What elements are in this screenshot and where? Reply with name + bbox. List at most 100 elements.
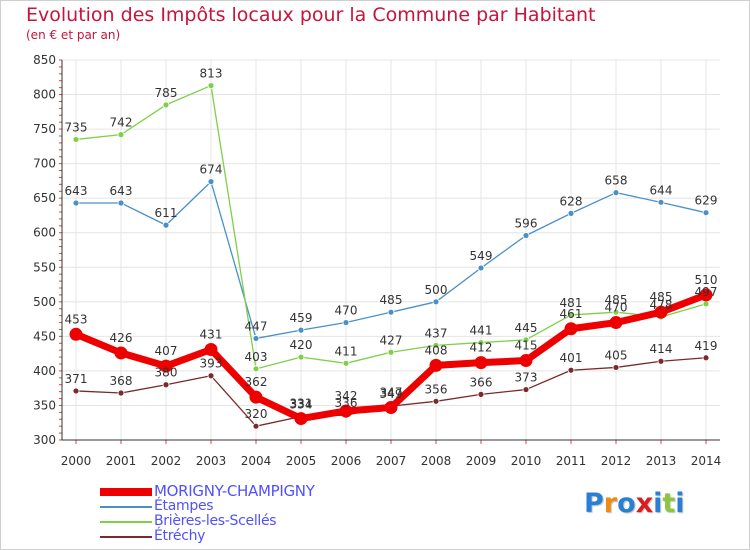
data-label-etampes-2004: 447 [245, 319, 268, 333]
data-point-morigny-champigny-2008 [429, 358, 443, 372]
data-label-etampes-2007: 485 [380, 293, 403, 307]
data-point-etampes-2011 [567, 209, 575, 217]
data-label-etrechy-2012: 405 [605, 348, 628, 362]
data-point-etrechy-2004 [252, 422, 260, 430]
data-point-etampes-2001 [117, 199, 125, 207]
y-tick-label-350: 350 [33, 398, 56, 412]
data-point-brieres-les-scelles-2010 [522, 336, 530, 344]
series-group [69, 82, 713, 430]
y-tick-label-850: 850 [33, 53, 56, 67]
data-label-etrechy-2007: 349 [380, 387, 403, 401]
data-label-morigny-champigny-2001: 426 [110, 331, 133, 345]
data-point-brieres-les-scelles-2001 [117, 131, 125, 139]
data-label-morigny-champigny-2000: 453 [65, 312, 88, 326]
x-tick-label-2005: 2005 [286, 454, 317, 468]
y-tick-label-300: 300 [33, 433, 56, 447]
data-label-etrechy-2004: 320 [245, 407, 268, 421]
data-point-morigny-champigny-2012 [609, 316, 623, 330]
data-point-brieres-les-scelles-2006 [342, 359, 350, 367]
data-label-morigny-champigny-2012: 470 [605, 301, 628, 315]
data-label-brieres-les-scelles-2007: 427 [380, 333, 403, 347]
data-label-brieres-les-scelles-2013: 478 [650, 298, 673, 312]
data-point-morigny-champigny-2009 [474, 356, 488, 370]
data-point-morigny-champigny-2011 [564, 322, 578, 336]
data-point-etrechy-2003 [207, 372, 215, 380]
data-point-etrechy-2000 [72, 387, 80, 395]
logo-letter: r [603, 488, 618, 519]
data-label-brieres-les-scelles-2000: 735 [65, 120, 88, 134]
data-label-brieres-les-scelles-2005: 420 [290, 338, 313, 352]
data-point-brieres-les-scelles-2014 [702, 300, 710, 308]
data-point-etampes-2008 [432, 298, 440, 306]
data-point-etampes-2012 [612, 189, 620, 197]
data-point-morigny-champigny-2013 [654, 305, 668, 319]
data-label-etrechy-2006: 336 [335, 396, 358, 410]
legend-label-morigny-champigny: MORIGNY-CHAMPIGNY [154, 482, 315, 500]
data-point-brieres-les-scelles-2004 [252, 365, 260, 373]
data-point-etrechy-2009 [477, 390, 485, 398]
grid [62, 59, 720, 441]
data-point-brieres-les-scelles-2007 [387, 348, 395, 356]
data-label-etrechy-2000: 371 [65, 372, 88, 386]
data-point-etampes-2005 [297, 326, 305, 334]
x-tick-label-2003: 2003 [196, 454, 227, 468]
data-label-etrechy-2011: 401 [560, 351, 583, 365]
data-label-etampes-2013: 644 [650, 183, 673, 197]
data-label-brieres-les-scelles-2004: 403 [245, 350, 268, 364]
x-axis-ticks: 2000 2001 2002 2003 2004 2005 2006 2007 2008 2009… [61, 454, 722, 468]
logo-letter: i [653, 488, 663, 519]
data-label-etrechy-2014: 419 [695, 339, 718, 353]
x-tick-label-2007: 2007 [376, 454, 407, 468]
data-label-etrechy-2001: 368 [110, 374, 133, 388]
legend-swatch-morigny-champigny [100, 488, 152, 496]
data-label-etampes-2011: 628 [560, 194, 583, 208]
x-tick-label-2002: 2002 [151, 454, 182, 468]
data-label-morigny-champigny-2005: 331 [290, 397, 313, 411]
data-label-etrechy-2010: 373 [515, 371, 538, 385]
data-label-morigny-champigny-2010: 415 [515, 339, 538, 353]
y-tick-label-700: 700 [33, 157, 56, 171]
data-label-etampes-2002: 611 [155, 206, 178, 220]
data-label-etampes-2008: 500 [425, 283, 448, 297]
logo-letter: t [662, 488, 676, 519]
x-tick-label-2008: 2008 [421, 454, 452, 468]
x-tick-label-2014: 2014 [691, 454, 722, 468]
data-point-etrechy-2001 [117, 389, 125, 397]
data-label-etrechy-2013: 414 [650, 342, 673, 356]
legend-swatch-brieres-les-scelles [100, 521, 152, 523]
data-label-brieres-les-scelles-2009: 441 [470, 324, 493, 338]
data-label-etrechy-2002: 380 [155, 366, 178, 380]
x-tick-label-2009: 2009 [466, 454, 497, 468]
data-label-etampes-2010: 596 [515, 216, 538, 230]
legend-label-etrechy: Étréchy [154, 528, 206, 544]
data-label-etampes-2001: 643 [110, 184, 133, 198]
data-point-morigny-champigny-2010 [519, 354, 533, 368]
data-point-brieres-les-scelles-2011 [567, 311, 575, 319]
data-point-etrechy-2013 [657, 357, 665, 365]
data-label-etrechy-2009: 366 [470, 375, 493, 389]
data-label-morigny-champigny-2013: 485 [650, 290, 673, 304]
data-point-morigny-champigny-2003 [204, 342, 218, 356]
x-tick-label-2001: 2001 [106, 454, 137, 468]
data-point-morigny-champigny-2007 [384, 401, 398, 415]
data-label-etampes-2014: 629 [695, 194, 718, 208]
legend-swatch-etrechy [100, 536, 152, 538]
data-label-etampes-2000: 643 [65, 184, 88, 198]
y-axis-ticks: 300 350 400 450 500 550 600 650 700 750 800 850 [33, 53, 56, 447]
data-label-morigny-champigny-2014: 510 [695, 273, 718, 287]
data-label-morigny-champigny-2008: 408 [425, 343, 448, 357]
data-label-morigny-champigny-2009: 412 [470, 341, 493, 355]
y-tick-label-800: 800 [33, 88, 56, 102]
data-label-brieres-les-scelles-2010: 445 [515, 321, 538, 335]
legend-swatch-etampes [100, 506, 152, 508]
data-label-brieres-les-scelles-2001: 742 [110, 116, 133, 130]
data-point-etampes-2002 [162, 221, 170, 229]
data-label-brieres-les-scelles-2002: 785 [155, 86, 178, 100]
y-tick-label-500: 500 [33, 295, 56, 309]
data-point-etampes-2004 [252, 335, 260, 342]
data-point-morigny-champigny-2001 [114, 346, 128, 360]
data-point-etampes-2006 [342, 319, 350, 326]
